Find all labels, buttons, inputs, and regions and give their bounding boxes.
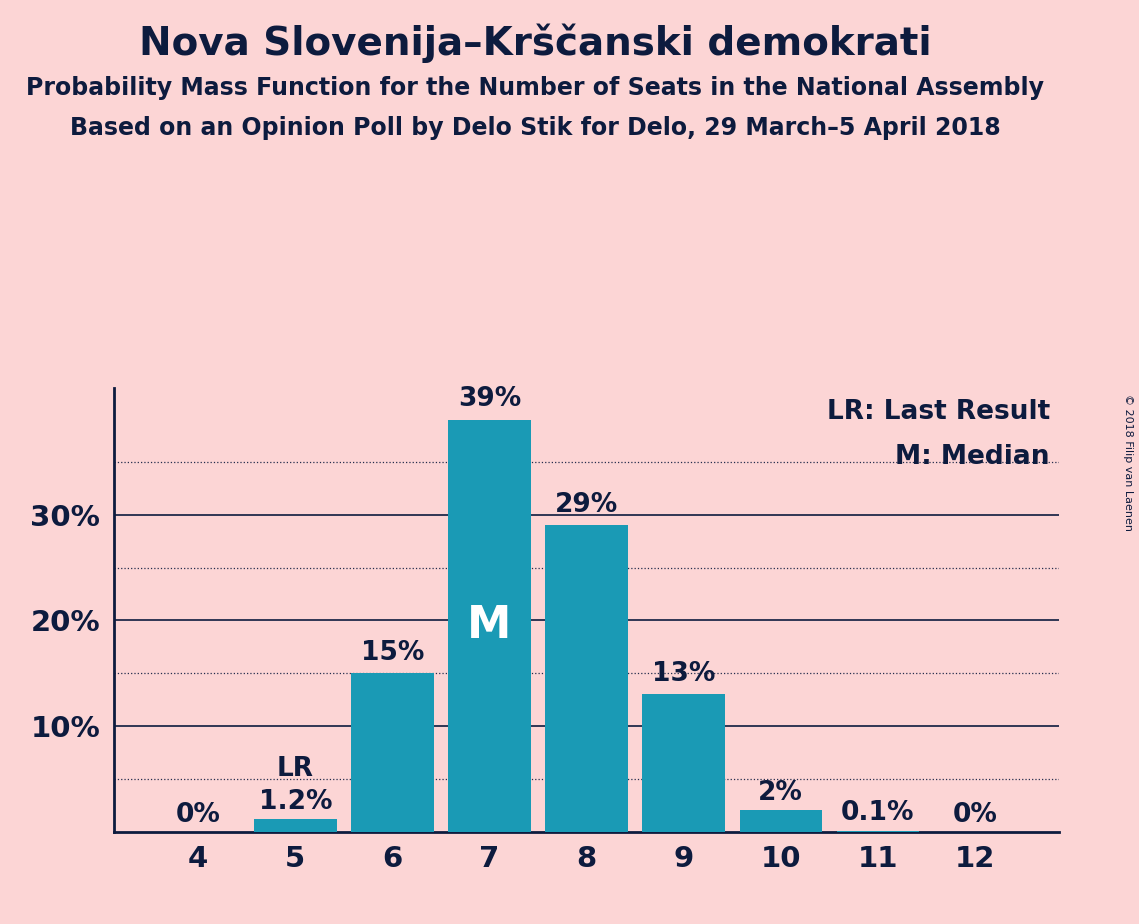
Bar <box>546 526 628 832</box>
Text: M: M <box>467 604 511 647</box>
Text: Probability Mass Function for the Number of Seats in the National Assembly: Probability Mass Function for the Number… <box>26 76 1044 100</box>
Text: 29%: 29% <box>555 492 618 518</box>
Bar <box>254 819 336 832</box>
Bar <box>449 419 531 832</box>
Bar <box>642 694 724 832</box>
Text: M: Median: M: Median <box>895 444 1050 469</box>
Text: 2%: 2% <box>759 780 803 807</box>
Text: 0%: 0% <box>175 802 221 829</box>
Text: Based on an Opinion Poll by Delo Stik for Delo, 29 March–5 April 2018: Based on an Opinion Poll by Delo Stik fo… <box>69 116 1001 140</box>
Text: 1.2%: 1.2% <box>259 789 331 815</box>
Text: 15%: 15% <box>361 639 424 666</box>
Text: 13%: 13% <box>652 661 715 687</box>
Text: 39%: 39% <box>458 386 522 412</box>
Bar <box>739 810 822 832</box>
Text: Nova Slovenija–Krščanski demokrati: Nova Slovenija–Krščanski demokrati <box>139 23 932 63</box>
Text: LR: LR <box>277 756 313 782</box>
Bar <box>837 831 919 832</box>
Text: © 2018 Filip van Laenen: © 2018 Filip van Laenen <box>1123 394 1133 530</box>
Text: 0.1%: 0.1% <box>842 800 915 826</box>
Bar <box>351 674 434 832</box>
Text: 0%: 0% <box>952 802 998 829</box>
Text: LR: Last Result: LR: Last Result <box>827 399 1050 425</box>
